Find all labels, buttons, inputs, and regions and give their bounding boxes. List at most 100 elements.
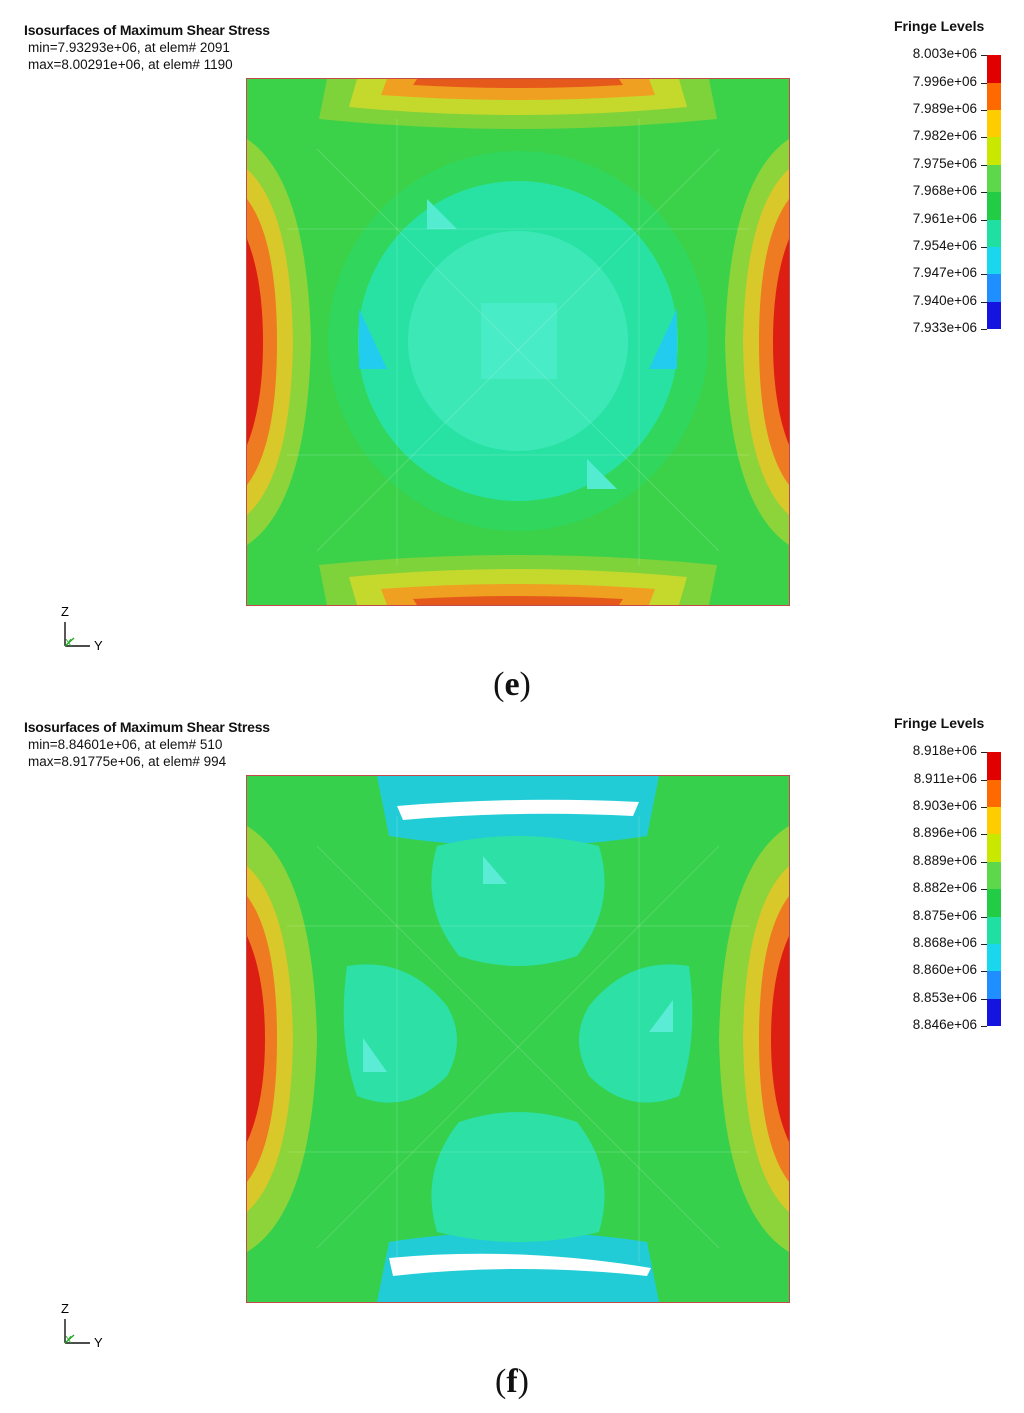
fringe-level-label: 7.975e+06 <box>912 156 977 171</box>
fringe-level-label: 8.882e+06 <box>912 880 977 895</box>
fringe-level-label: 8.860e+06 <box>912 962 977 977</box>
fringe-tick <box>981 110 987 111</box>
caption-paren-open: ( <box>495 1363 507 1400</box>
fringe-level-label: 7.996e+06 <box>912 74 977 89</box>
fringe-level-label: 7.968e+06 <box>912 183 977 198</box>
fringe-level-label: 8.868e+06 <box>912 935 977 950</box>
fringe-tick <box>981 971 987 972</box>
caption-paren-close: ) <box>519 666 531 703</box>
fringe-tick <box>981 329 987 330</box>
fringe-tick <box>981 192 987 193</box>
stress-contour-image <box>247 776 789 1302</box>
fringe-level-label: 8.846e+06 <box>912 1017 977 1032</box>
fringe-tick <box>981 302 987 303</box>
fringe-level-label: 7.989e+06 <box>912 101 977 116</box>
fringe-color-segment <box>987 302 1001 329</box>
fringe-tick <box>981 137 987 138</box>
fringe-tick <box>981 165 987 166</box>
fringe-levels-legend: Fringe Levels 8.918e+06 8.911e+06 8.903e… <box>885 715 1015 1045</box>
fringe-color-segment <box>987 110 1001 137</box>
fringe-level-label: 7.982e+06 <box>912 128 977 143</box>
stress-contour-plot <box>246 78 790 606</box>
fringe-level-label: 7.954e+06 <box>912 238 977 253</box>
fringe-color-segment <box>987 247 1001 274</box>
fringe-tick <box>981 1026 987 1027</box>
fringe-level-label: 7.933e+06 <box>912 320 977 335</box>
axis-y-label: Y <box>94 1335 103 1349</box>
fringe-color-segment <box>987 834 1001 862</box>
fringe-color-segment <box>987 55 1001 83</box>
fringe-tick <box>981 807 987 808</box>
fringe-color-segment <box>987 83 1001 110</box>
stress-contour-plot <box>246 775 790 1303</box>
fringe-tick <box>981 274 987 275</box>
fringe-level-label: 8.911e+06 <box>913 771 977 786</box>
fringe-color-segment <box>987 165 1001 192</box>
figure-panel-f: Isosurfaces of Maximum Shear Stress min=… <box>0 697 1024 1400</box>
axis-triad: Z Y X <box>58 602 118 653</box>
caption-letter: e <box>504 666 520 703</box>
fringe-tick <box>981 917 987 918</box>
fringe-level-label: 7.947e+06 <box>912 265 977 280</box>
fringe-tick <box>981 944 987 945</box>
caption-letter: f <box>506 1363 518 1400</box>
stress-contour-image <box>247 79 789 605</box>
axis-triad-icon: Z Y X <box>61 604 103 653</box>
fringe-level-label: 8.896e+06 <box>912 825 977 840</box>
fringe-color-segment <box>987 971 1001 999</box>
legend-title: Fringe Levels <box>894 18 985 34</box>
fringe-color-segment <box>987 944 1001 971</box>
axis-triad: Z Y X <box>58 1299 118 1350</box>
fringe-color-segment <box>987 780 1001 807</box>
panel-caption: (e) <box>0 666 1024 704</box>
fringe-color-segment <box>987 807 1001 834</box>
fringe-level-label: 8.903e+06 <box>912 798 977 813</box>
axis-z-label: Z <box>61 1301 69 1316</box>
fringe-color-segment <box>987 889 1001 917</box>
fringe-level-label: 8.889e+06 <box>912 853 977 868</box>
fringe-tick <box>981 889 987 890</box>
fringe-color-segment <box>987 274 1001 302</box>
fringe-tick <box>981 247 987 248</box>
figure-panel-e: Isosurfaces of Maximum Shear Stress min=… <box>0 0 1024 703</box>
axis-x-label: X <box>65 638 72 649</box>
fringe-levels-legend: Fringe Levels 8.003e+06 7.996e+06 7.989e… <box>885 18 1015 348</box>
max-value-label: max=8.00291e+06, at elem# 1190 <box>28 57 233 72</box>
fringe-tick <box>981 780 987 781</box>
fringe-tick <box>981 220 987 221</box>
fringe-color-segment <box>987 752 1001 780</box>
fringe-level-label: 8.918e+06 <box>912 743 977 758</box>
caption-paren-open: ( <box>493 666 505 703</box>
fringe-level-label: 7.961e+06 <box>912 211 977 226</box>
fringe-level-label: 8.853e+06 <box>912 990 977 1005</box>
axis-x-label: X <box>65 1335 72 1346</box>
fringe-tick <box>981 83 987 84</box>
max-value-label: max=8.91775e+06, at elem# 994 <box>28 754 227 769</box>
fringe-level-label: 7.940e+06 <box>912 293 977 308</box>
fringe-tick <box>981 862 987 863</box>
min-value-label: min=8.84601e+06, at elem# 510 <box>28 737 223 752</box>
plot-header: Isosurfaces of Maximum Shear Stress min=… <box>24 22 270 73</box>
axis-z-label: Z <box>61 604 69 619</box>
axis-triad-icon: Z Y X <box>61 1301 103 1350</box>
fringe-color-segment <box>987 137 1001 165</box>
plot-header: Isosurfaces of Maximum Shear Stress min=… <box>24 719 270 770</box>
fringe-tick <box>981 834 987 835</box>
plot-title: Isosurfaces of Maximum Shear Stress <box>24 719 270 735</box>
min-value-label: min=7.93293e+06, at elem# 2091 <box>28 40 230 55</box>
fringe-tick <box>981 752 987 753</box>
caption-paren-close: ) <box>517 1363 529 1400</box>
fringe-level-label: 8.875e+06 <box>912 908 977 923</box>
plot-title: Isosurfaces of Maximum Shear Stress <box>24 22 270 38</box>
axis-y-label: Y <box>94 638 103 652</box>
fringe-color-segment <box>987 192 1001 220</box>
fringe-level-label: 8.003e+06 <box>912 46 977 61</box>
legend-title: Fringe Levels <box>894 715 985 731</box>
fringe-tick <box>981 55 987 56</box>
fringe-color-segment <box>987 220 1001 247</box>
fringe-color-segment <box>987 862 1001 889</box>
fringe-color-segment <box>987 999 1001 1026</box>
panel-caption: (f) <box>0 1363 1024 1401</box>
fringe-color-segment <box>987 917 1001 944</box>
fringe-tick <box>981 999 987 1000</box>
